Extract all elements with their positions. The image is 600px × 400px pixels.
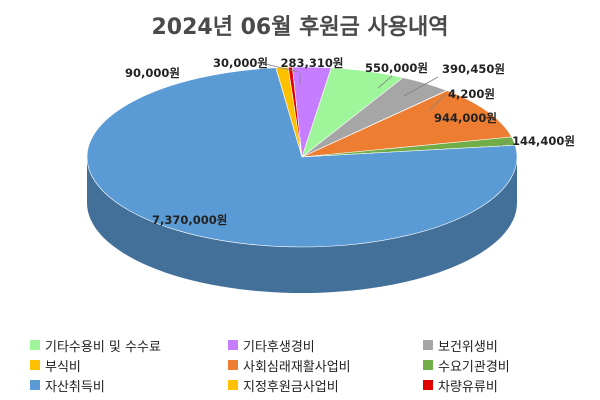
data-label-1: 550,000원: [365, 61, 428, 75]
legend-swatch: [228, 340, 238, 350]
legend-item: 수요기관경비: [423, 355, 510, 375]
data-label-4: 944,000원: [434, 111, 497, 125]
legend-swatch: [423, 340, 433, 350]
legend-swatch: [30, 360, 40, 370]
legend-item: 자산취득비: [30, 375, 105, 395]
legend-label: 사회심래재활사업비: [243, 359, 351, 375]
legend-swatch: [30, 380, 40, 390]
pie-side-6: [87, 157, 517, 293]
leader-line-5: [261, 62, 299, 73]
leader-line-2: [403, 76, 439, 97]
data-label-2: 390,450원: [442, 62, 505, 76]
legend-item: 지정후원금사업비: [228, 375, 339, 395]
legend-item: 기타후생경비: [228, 335, 315, 355]
pie-slice-8: [287, 66, 303, 158]
legend-item: 부식비: [30, 355, 81, 375]
legend-item: 차량유류비: [423, 375, 498, 395]
data-label-8: 30,000원: [213, 56, 268, 70]
data-label-3: 4,200원: [448, 87, 495, 101]
legend-item: 사회심래재활사업비: [228, 355, 351, 375]
legend-label: 자산취득비: [45, 379, 105, 395]
legend-label: 부식비: [45, 359, 81, 375]
legend-label: 기타후생경비: [243, 339, 315, 355]
data-label-0: 283,310원: [281, 56, 344, 70]
leader-line-1: [377, 75, 393, 89]
pie-slice-4: [301, 90, 513, 158]
legend-label: 차량유류비: [438, 379, 498, 395]
legend-swatch: [228, 380, 238, 390]
leader-line-3: [429, 93, 447, 111]
legend-label: 지정후원금사업비: [243, 379, 339, 395]
legend-swatch: [423, 360, 433, 370]
data-label-7: 90,000원: [125, 66, 180, 80]
legend-item: 보건위생비: [423, 335, 498, 355]
legend-label: 수요기관경비: [438, 359, 510, 375]
chart-title: 2024년 06월 후원금 사용내역: [152, 15, 449, 40]
data-label-5: 144,400원: [512, 134, 575, 148]
legend-swatch: [423, 380, 433, 390]
pie-slice-6: [86, 67, 518, 248]
data-labels: 283,310원 550,000원 390,450원 4,200원 944,000원 14…: [125, 56, 575, 227]
leader-line-4: [499, 140, 509, 147]
legend-swatch: [228, 360, 238, 370]
pie-group: [86, 66, 518, 293]
legend-label: 보건위생비: [438, 339, 498, 355]
legend-label: 기타수용비 및 수수료: [45, 339, 161, 355]
legend-swatch: [30, 340, 40, 350]
legend-item: 기타수용비 및 수수료: [30, 335, 161, 355]
data-label-6: 7,370,000원: [152, 213, 227, 227]
